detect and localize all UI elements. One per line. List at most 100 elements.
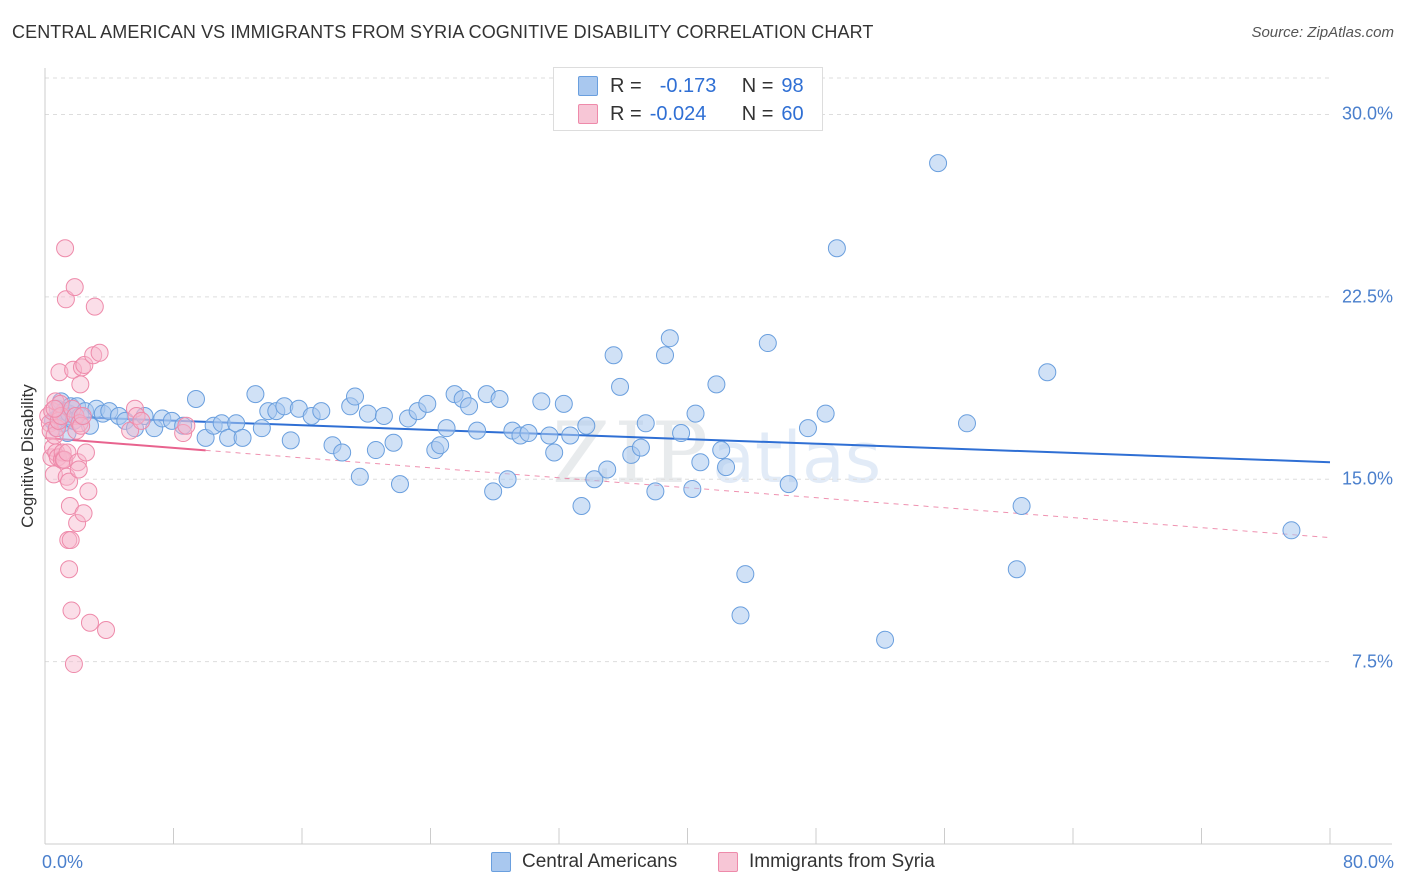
central-americans-point <box>712 441 731 460</box>
r-label: R = <box>610 74 642 97</box>
syria-point <box>56 290 75 309</box>
syria-point <box>53 443 72 462</box>
central-americans-point <box>929 154 948 173</box>
pink-swatch-icon <box>578 104 598 124</box>
syria-point <box>62 601 81 620</box>
r-value: -0.024 <box>649 102 707 125</box>
central-americans-point <box>957 414 976 433</box>
central-americans-point <box>346 387 365 406</box>
central-americans-point <box>554 394 573 413</box>
central-americans-point <box>468 421 487 440</box>
blue-swatch-icon <box>578 76 598 96</box>
central-americans-point <box>390 475 409 494</box>
central-americans-point <box>561 426 580 445</box>
syria-point <box>61 531 80 550</box>
r-label: R = <box>610 102 642 125</box>
syria-point <box>64 655 83 674</box>
n-label: N = <box>741 102 774 125</box>
syria-point <box>48 419 67 438</box>
y-axis-label: Cognitive Disability <box>18 384 37 528</box>
legend-item-central-americans: Central Americans <box>491 851 677 873</box>
legend-item-syria: Immigrants from Syria <box>718 851 935 873</box>
x-tick-label: 0.0% <box>42 852 84 872</box>
central-americans-point <box>656 346 675 365</box>
central-americans-point <box>631 438 650 457</box>
syria-point <box>52 407 71 426</box>
central-americans-point <box>707 375 726 394</box>
central-americans-point <box>431 436 450 455</box>
x-tick-label: 80.0% <box>1343 852 1395 872</box>
legend-label: Central Americans <box>522 851 678 872</box>
chart-title: CENTRAL AMERICAN VS IMMIGRANTS FROM SYRI… <box>12 22 874 42</box>
syria-point <box>79 482 98 501</box>
syria-point <box>85 297 104 316</box>
syria-point <box>56 239 75 258</box>
y-tick-label: 15.0% <box>1341 468 1393 489</box>
n-value: 98 <box>781 74 804 97</box>
central-americans-point <box>437 419 456 438</box>
syria-point <box>60 560 79 579</box>
syria-point <box>45 399 64 418</box>
n-label: N = <box>741 74 774 97</box>
central-americans-point <box>572 496 591 515</box>
central-americans-point <box>611 377 630 396</box>
y-tick-label: 30.0% <box>1341 103 1393 124</box>
zipatlas-watermark: ZIPatlas <box>552 404 881 502</box>
central-americans-point <box>233 428 252 447</box>
syria-point <box>90 343 109 362</box>
central-americans-point <box>333 443 352 462</box>
n-value: 60 <box>781 102 804 125</box>
central-americans-point <box>358 404 377 423</box>
central-americans-point <box>281 431 300 450</box>
central-americans-point <box>460 397 479 416</box>
syria-point <box>74 504 93 523</box>
syria-point <box>69 460 88 479</box>
central-americans-point <box>418 394 437 413</box>
central-americans-point <box>585 470 604 489</box>
points-layer <box>39 154 1301 674</box>
axis-layer <box>44 68 1392 845</box>
central-americans-point <box>540 426 559 445</box>
central-americans-point <box>672 424 691 443</box>
grid-layer <box>45 77 1330 663</box>
central-americans-point <box>660 329 679 348</box>
central-americans-point <box>798 419 817 438</box>
syria-trend-line-dashed <box>205 449 1331 539</box>
syria-point <box>72 358 91 377</box>
central-americans-point <box>374 407 393 426</box>
pink-swatch-icon <box>718 852 738 872</box>
r-value: -0.173 <box>659 74 717 97</box>
central-americans-point <box>532 392 551 411</box>
syria-point <box>50 363 69 382</box>
syria-point <box>71 375 90 394</box>
central-americans-point <box>758 334 777 353</box>
syria-point <box>68 514 87 533</box>
syria-point <box>97 621 116 640</box>
central-americans-point <box>1282 521 1301 540</box>
central-americans-point <box>384 433 403 452</box>
central-americans-point <box>498 470 517 489</box>
central-americans-point <box>186 389 205 408</box>
syria-point <box>132 411 151 430</box>
legend-label: Immigrants from Syria <box>749 851 935 872</box>
syria-point <box>127 407 146 426</box>
legend-row-syria: R = -0.024 N = 60 <box>578 102 804 126</box>
central-americans-point <box>686 404 705 423</box>
syria-point <box>65 278 84 297</box>
source-credit: Source: ZipAtlas.com <box>1251 24 1394 41</box>
central-americans-point <box>598 460 617 479</box>
syria-point <box>73 407 92 426</box>
central-americans-point <box>646 482 665 501</box>
y-tick-label: 7.5% <box>1351 651 1393 672</box>
central-americans-point <box>779 475 798 494</box>
central-americans-point <box>1007 560 1026 579</box>
central-americans-point <box>252 419 271 438</box>
central-americans-point <box>876 630 895 649</box>
central-americans-point <box>816 404 835 423</box>
central-americans-point <box>636 414 655 433</box>
central-americans-point <box>350 467 369 486</box>
central-americans-point <box>312 402 331 421</box>
central-americans-point <box>246 385 265 404</box>
central-americans-point <box>490 389 509 408</box>
central-americans-point <box>736 565 755 584</box>
